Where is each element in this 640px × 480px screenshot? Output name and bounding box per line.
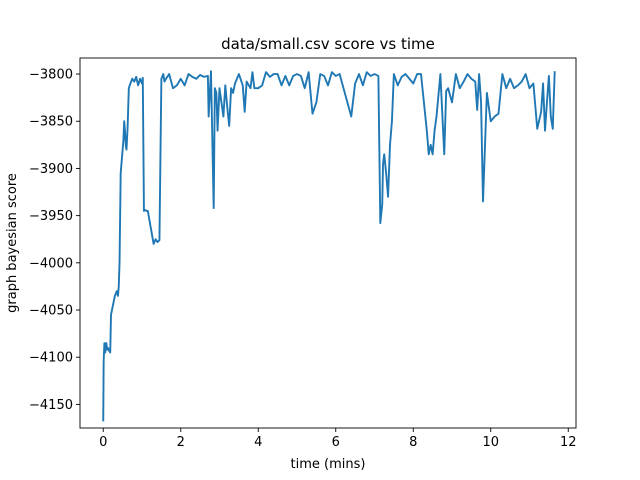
y-tick-label: −3800 <box>29 68 73 83</box>
x-tick-label: 10 <box>482 435 499 450</box>
y-tick-label: −4050 <box>29 304 73 319</box>
x-tick-label: 0 <box>99 435 107 450</box>
y-tick-label: −4000 <box>29 256 73 271</box>
y-tick-label: −3850 <box>29 115 73 130</box>
y-tick-label: −4150 <box>29 398 73 413</box>
y-tick-label: −4100 <box>29 351 73 366</box>
plot-area <box>102 70 556 422</box>
x-tick-label: 12 <box>560 435 577 450</box>
series-line-0 <box>102 70 556 422</box>
x-axis: 0 2 4 6 8 10 12 <box>99 428 577 450</box>
x-tick-label: 6 <box>332 435 340 450</box>
x-tick-label: 4 <box>254 435 262 450</box>
y-axis: −4150 −4100 −4050 −4000 −3950 −3900 −3850 −3800 <box>29 68 80 413</box>
y-tick-label: −3900 <box>29 162 73 177</box>
chart-title: data/small.csv score vs time <box>221 35 435 53</box>
x-tick-label: 8 <box>409 435 417 450</box>
x-axis-title: time (mins) <box>291 457 366 472</box>
plot-frame <box>79 57 577 429</box>
y-tick-label: −3950 <box>29 209 73 224</box>
x-tick-label: 2 <box>177 435 185 450</box>
y-axis-title: graph bayesian score <box>5 173 20 313</box>
